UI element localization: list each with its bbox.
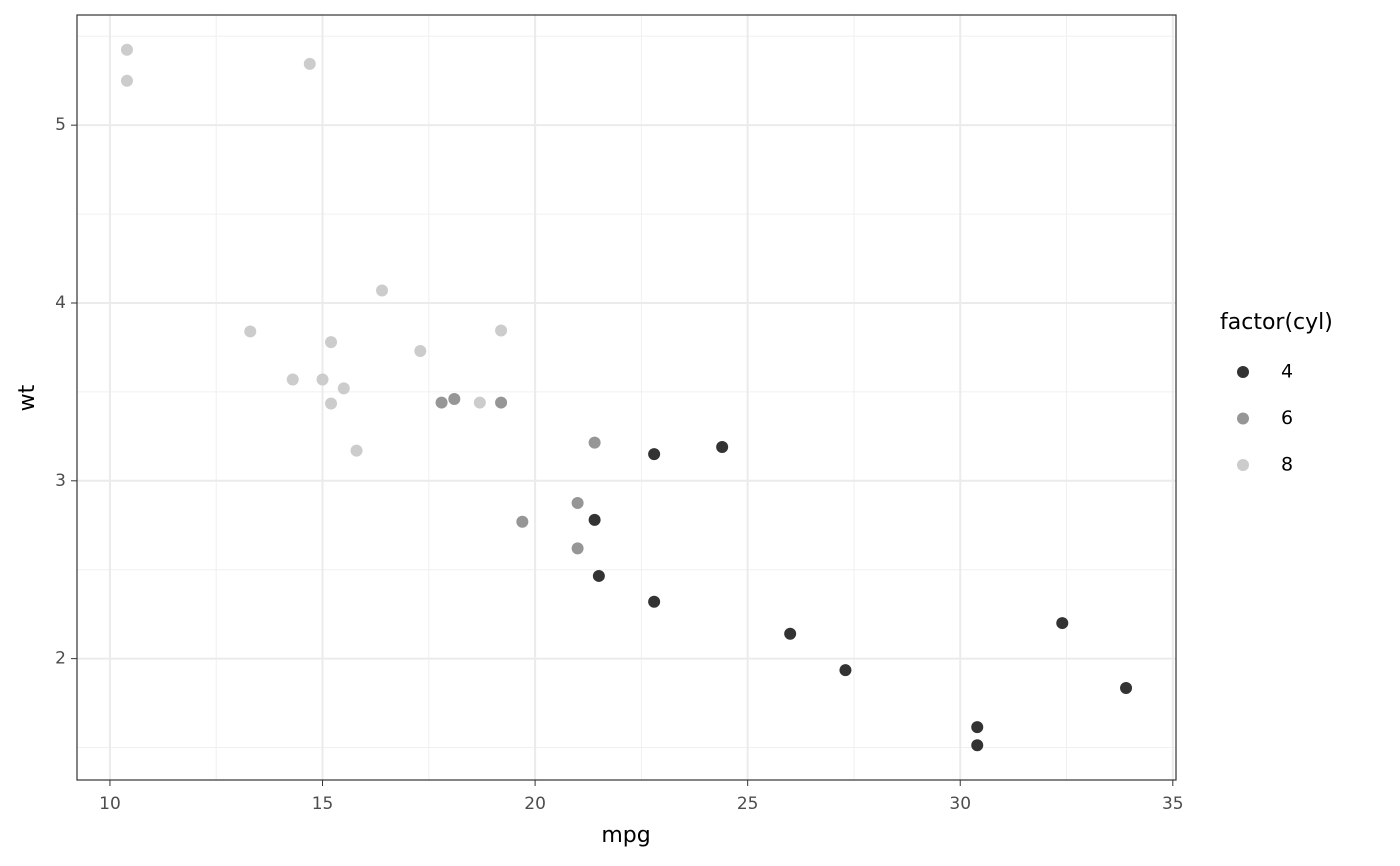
point — [516, 515, 529, 528]
point — [592, 569, 605, 582]
legend-label: 4 — [1281, 361, 1293, 383]
x-tick-label: 30 — [949, 794, 971, 814]
point — [1120, 681, 1133, 694]
point — [495, 396, 508, 409]
point — [303, 57, 316, 70]
point — [588, 436, 601, 449]
point — [325, 336, 338, 349]
y-tick-label: 3 — [55, 471, 66, 491]
point — [971, 739, 984, 752]
point — [1056, 617, 1069, 630]
x-tick-label: 35 — [1162, 794, 1184, 814]
x-axis-title: mpg — [601, 823, 650, 848]
point — [244, 325, 257, 338]
point — [325, 397, 338, 410]
point — [414, 345, 427, 358]
x-tick-label: 15 — [312, 794, 334, 814]
x-tick-label: 25 — [737, 794, 759, 814]
point — [286, 373, 299, 386]
point — [784, 627, 797, 640]
legend-key — [1237, 412, 1249, 425]
point — [435, 396, 448, 409]
point — [971, 721, 984, 734]
y-tick-label: 2 — [55, 649, 66, 669]
point — [716, 441, 729, 454]
y-tick-label: 5 — [55, 115, 66, 135]
point — [316, 373, 329, 386]
x-tick-label: 10 — [99, 794, 121, 814]
point — [376, 284, 389, 297]
point — [571, 497, 584, 510]
point — [337, 382, 350, 395]
point — [839, 664, 852, 677]
legend-label: 8 — [1281, 454, 1293, 476]
panel-border — [76, 14, 1177, 781]
y-tick-label: 4 — [55, 293, 66, 313]
point — [588, 513, 601, 526]
y-axis-title: wt — [15, 384, 40, 411]
legend-key — [1237, 366, 1249, 378]
point — [571, 542, 584, 555]
point — [495, 324, 508, 337]
point — [120, 74, 133, 87]
legend-key — [1237, 459, 1249, 471]
point — [473, 396, 486, 409]
point — [448, 393, 461, 406]
legend-title: factor(cyl) — [1220, 310, 1333, 335]
legend-label: 6 — [1281, 407, 1293, 429]
point — [648, 448, 661, 461]
x-tick-label: 20 — [524, 794, 546, 814]
point — [350, 444, 363, 457]
point — [648, 595, 661, 608]
point — [120, 43, 133, 56]
